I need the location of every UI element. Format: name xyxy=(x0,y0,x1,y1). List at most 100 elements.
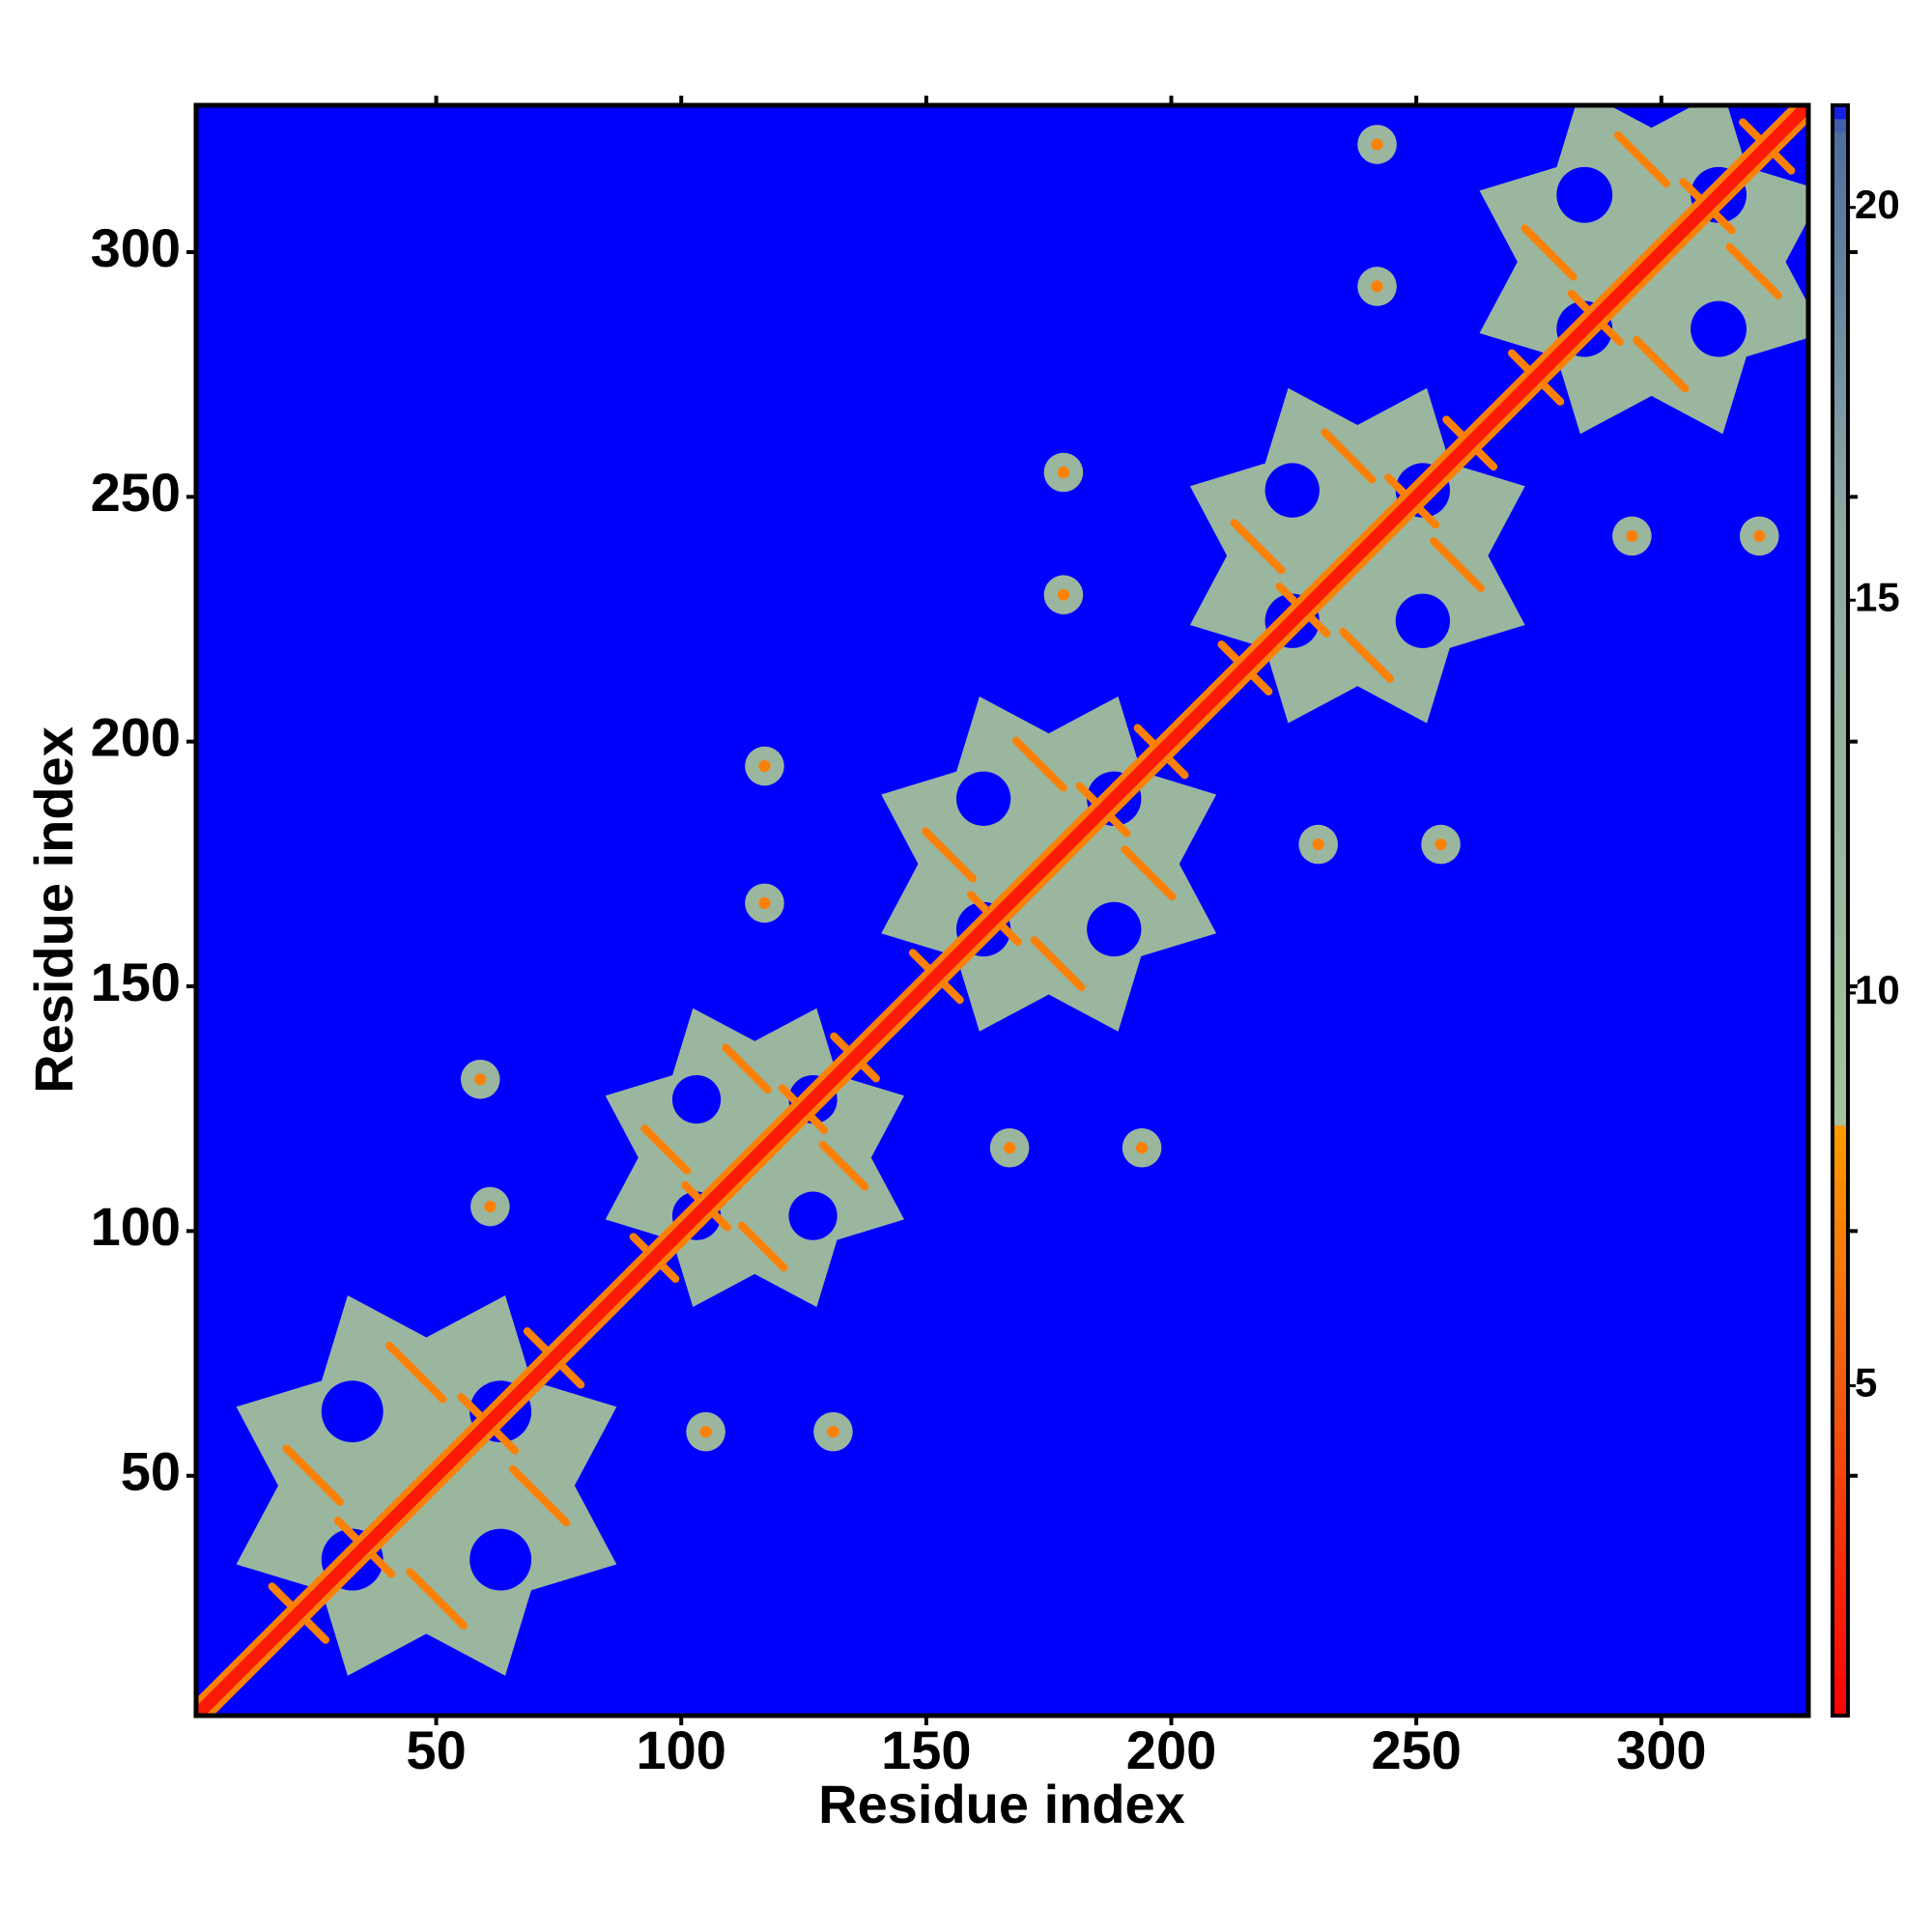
colorbar-cell xyxy=(1833,696,1848,710)
colorbar-cell xyxy=(1833,534,1848,549)
colorbar-cell xyxy=(1833,628,1848,643)
colorbar-tick-label: 5 xyxy=(1855,1360,1877,1406)
colorbar-cell xyxy=(1833,427,1848,441)
contact-spot-core xyxy=(1057,588,1069,601)
colorbar-cell xyxy=(1833,951,1848,965)
colorbar-cell xyxy=(1833,494,1848,509)
colorbar-cell xyxy=(1833,641,1848,657)
colorbar-cell xyxy=(1833,1621,1848,1636)
colorbar-cell xyxy=(1833,601,1848,616)
colorbar-tick-label: 15 xyxy=(1855,574,1900,619)
x-tick-label: 200 xyxy=(1126,1719,1216,1780)
colorbar-cell xyxy=(1833,843,1848,858)
colorbar-cell xyxy=(1833,293,1848,307)
colorbar-cell xyxy=(1833,1165,1848,1179)
x-axis-title: Residue index xyxy=(818,1774,1185,1834)
colorbar-cell xyxy=(1833,105,1848,120)
contact-streak xyxy=(406,1568,468,1630)
colorbar-cell xyxy=(1833,1675,1848,1690)
domain-hole xyxy=(1087,901,1142,957)
contact-spot-core xyxy=(1753,529,1766,542)
colorbar-cell xyxy=(1833,347,1848,361)
colorbar-cell xyxy=(1833,1487,1848,1502)
plot-frame xyxy=(193,102,1811,1719)
colorbar-cell xyxy=(1833,1286,1848,1300)
colorbar: 5 10 15 20 xyxy=(1833,105,1900,1717)
colorbar-tick-label: 10 xyxy=(1855,967,1900,1012)
colorbar-cell xyxy=(1833,561,1848,576)
domain-hole xyxy=(788,1191,838,1240)
contact-streak xyxy=(385,1341,447,1404)
colorbar-cell xyxy=(1833,575,1848,589)
colorbar-cell xyxy=(1833,131,1848,147)
colorbar-cell xyxy=(1833,1447,1848,1462)
colorbar-cell xyxy=(1833,279,1848,294)
colorbar-cell xyxy=(1833,749,1848,764)
domain-hole xyxy=(955,771,1011,826)
contact-streak xyxy=(640,1124,692,1175)
colorbar-cell xyxy=(1833,1179,1848,1193)
colorbar-cell xyxy=(1833,1393,1848,1407)
colorbar-cell xyxy=(1833,266,1848,281)
colorbar-cell xyxy=(1833,1473,1848,1489)
y-tick-label: 100 xyxy=(91,1196,181,1257)
colorbar-cell xyxy=(1833,723,1848,737)
colorbar-cell xyxy=(1833,1340,1848,1354)
colorbar-cell xyxy=(1833,145,1848,160)
colorbar-cell xyxy=(1833,373,1848,388)
colorbar-cell xyxy=(1833,226,1848,241)
contact-spot-core xyxy=(827,1426,839,1438)
colorbar-cell xyxy=(1833,480,1848,496)
colorbar-cell xyxy=(1833,252,1848,268)
colorbar-cell xyxy=(1833,1366,1848,1381)
colorbar-cell xyxy=(1833,1272,1848,1287)
colorbar-cell xyxy=(1833,1662,1848,1676)
colorbar-cell xyxy=(1833,1581,1848,1596)
colorbar-cell xyxy=(1833,1138,1848,1153)
colorbar-cell xyxy=(1833,1634,1848,1650)
colorbar-cell xyxy=(1833,682,1848,696)
colorbar-cell xyxy=(1833,668,1848,683)
colorbar-cell xyxy=(1833,1689,1848,1703)
domain-hole xyxy=(1556,166,1613,223)
colorbar-cell xyxy=(1833,454,1848,469)
colorbar-cell xyxy=(1833,1004,1848,1019)
colorbar-cell xyxy=(1833,1434,1848,1448)
contact-streak xyxy=(1613,130,1671,188)
colorbar-cell xyxy=(1833,856,1848,871)
colorbar-cell xyxy=(1833,1044,1848,1059)
domain-hole xyxy=(1395,593,1451,648)
contact-spot-core xyxy=(699,1426,712,1438)
colorbar-cell xyxy=(1833,1500,1848,1516)
domain-hole xyxy=(1264,463,1320,518)
contact-spot-core xyxy=(1435,838,1447,851)
colorbar-cell xyxy=(1833,1151,1848,1166)
contact-spot-core xyxy=(1371,138,1383,151)
colorbar-cell xyxy=(1833,655,1848,669)
colorbar-cell xyxy=(1833,1420,1848,1435)
colorbar-cell xyxy=(1833,1259,1848,1274)
y-tick-label: 150 xyxy=(91,952,181,1012)
colorbar-cell xyxy=(1833,1554,1848,1569)
contact-spot-core xyxy=(1057,466,1069,479)
colorbar-cell xyxy=(1833,333,1848,348)
contact-streak xyxy=(921,827,977,883)
contact-streak xyxy=(1520,224,1577,281)
colorbar-cell xyxy=(1833,830,1848,844)
colorbar-cell xyxy=(1833,172,1848,186)
x-tick-label: 50 xyxy=(406,1719,466,1780)
contact-streak xyxy=(1030,936,1086,992)
contact-streak xyxy=(1321,428,1377,484)
colorbar-cell xyxy=(1833,213,1848,227)
y-tick-label: 300 xyxy=(91,217,181,278)
colorbar-cell xyxy=(1833,1594,1848,1609)
colorbar-cell xyxy=(1833,118,1848,133)
colorbar-cell xyxy=(1833,1702,1848,1717)
colorbar-cell xyxy=(1833,468,1848,482)
colorbar-cell xyxy=(1833,386,1848,402)
colorbar-cell xyxy=(1833,735,1848,751)
colorbar-cell xyxy=(1833,964,1848,979)
colorbar-frame xyxy=(1831,103,1850,1718)
colorbar-cell xyxy=(1833,320,1848,334)
